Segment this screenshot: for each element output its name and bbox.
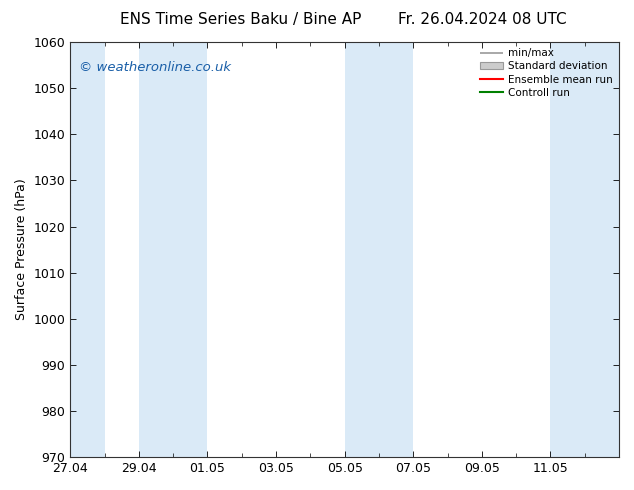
Bar <box>139 42 207 457</box>
Bar <box>550 42 619 457</box>
Y-axis label: Surface Pressure (hPa): Surface Pressure (hPa) <box>15 179 28 320</box>
Bar <box>70 42 105 457</box>
Text: © weatheronline.co.uk: © weatheronline.co.uk <box>79 61 231 74</box>
Text: Fr. 26.04.2024 08 UTC: Fr. 26.04.2024 08 UTC <box>398 12 566 27</box>
Bar <box>345 42 413 457</box>
Text: ENS Time Series Baku / Bine AP: ENS Time Series Baku / Bine AP <box>120 12 361 27</box>
Legend: min/max, Standard deviation, Ensemble mean run, Controll run: min/max, Standard deviation, Ensemble me… <box>476 44 617 102</box>
